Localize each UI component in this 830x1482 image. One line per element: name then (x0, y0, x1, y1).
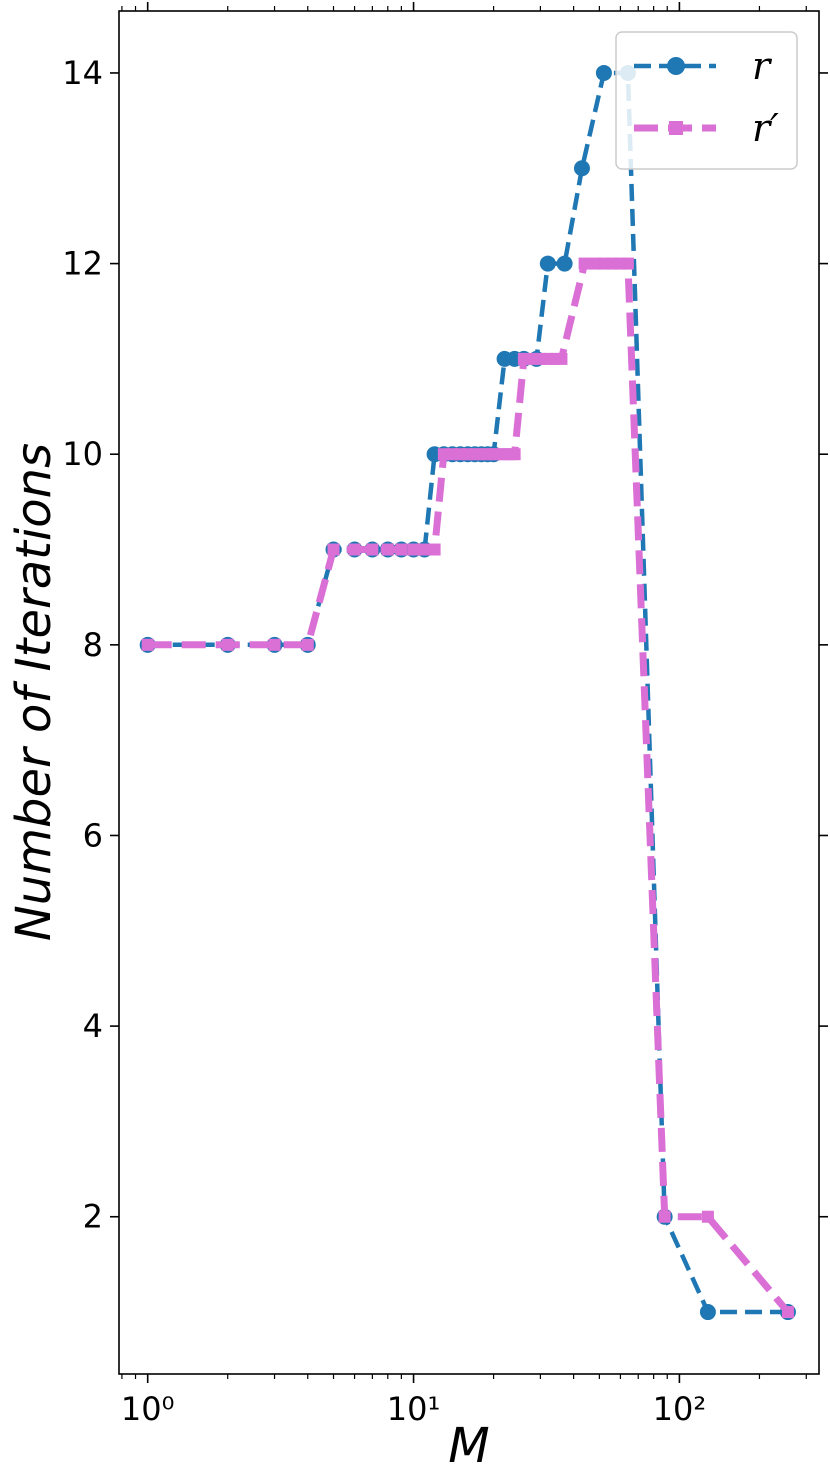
legend-label: r (752, 44, 773, 88)
legend: r r′ (615, 31, 798, 170)
data-point (556, 255, 573, 272)
data-point (578, 257, 591, 270)
legend-marker (669, 121, 683, 135)
x-axis-label: M (448, 1418, 489, 1474)
legend-label: r′ (752, 106, 779, 150)
y-tick-label: 8 (83, 626, 103, 664)
y-tick-label: 4 (83, 1007, 103, 1045)
data-point (658, 1210, 671, 1223)
data-point (366, 543, 379, 556)
plot-area (119, 11, 819, 1374)
legend-entry-1: r (634, 44, 773, 88)
data-point (418, 543, 431, 556)
x-tick-label: 10⁰ (121, 1390, 175, 1428)
axes-layer: 2 4 6 8 10 12 14 10⁰ 10¹ 10² (62, 2, 828, 1428)
data-point (701, 1210, 714, 1223)
data-point (348, 543, 361, 556)
data-point (781, 1306, 794, 1319)
data-point (595, 64, 612, 81)
data-point (407, 543, 420, 556)
data-point (621, 257, 634, 270)
data-point (301, 638, 314, 651)
series-layer (139, 64, 796, 1321)
y-tick-label: 10 (62, 435, 103, 473)
data-point (573, 160, 590, 177)
y-tick-label: 2 (83, 1198, 103, 1236)
legend-marker (667, 57, 685, 75)
legend-entry-2: r′ (634, 106, 779, 150)
data-point (141, 638, 154, 651)
y-axis-label: Number of Iterations (6, 443, 62, 941)
y-tick-label: 12 (62, 245, 103, 283)
data-point (539, 255, 556, 272)
data-point (428, 543, 441, 556)
series-2 (141, 257, 794, 1319)
data-point (699, 1304, 716, 1321)
plot-frame (118, 10, 820, 1375)
data-point (555, 352, 568, 365)
data-point (381, 543, 394, 556)
data-point (268, 638, 281, 651)
x-tick-label: 10¹ (387, 1390, 441, 1428)
data-point (395, 543, 408, 556)
x-tick-label: 10² (653, 1390, 707, 1428)
data-point (508, 448, 521, 461)
y-tick-label: 14 (62, 54, 103, 92)
plot-background (119, 11, 819, 1374)
y-tick-label: 6 (83, 816, 103, 854)
data-point (327, 543, 340, 556)
data-point (221, 638, 234, 651)
data-point (588, 257, 601, 270)
